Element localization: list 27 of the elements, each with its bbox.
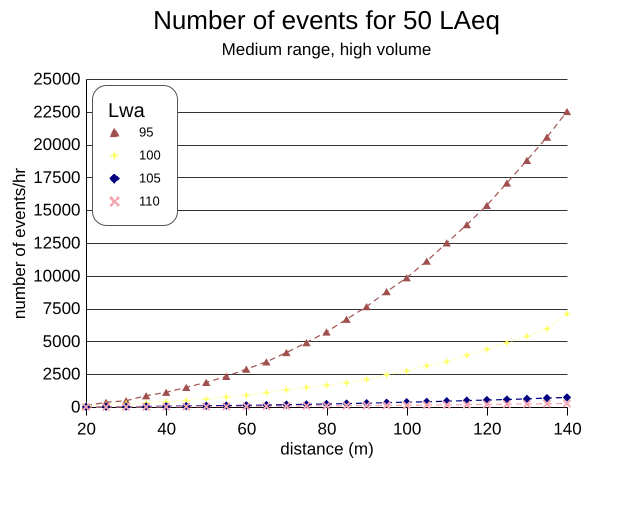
x-tick-label: 100 (392, 420, 422, 438)
x-tick-label: 80 (318, 420, 336, 438)
x-tick-label: 60 (237, 420, 256, 438)
x-tick-label: 40 (157, 420, 176, 438)
y-tick-label: 20000 (33, 135, 80, 154)
y-tick-label: 0 (71, 398, 80, 416)
legend-label: 95 (139, 124, 154, 140)
y-tick-label: 10000 (33, 266, 80, 286)
x-axis-title: distance (m) (280, 440, 374, 458)
y-tick-label: 5000 (42, 332, 80, 351)
x-tick-label: 140 (553, 420, 582, 438)
y-tick-label: 2500 (42, 364, 80, 384)
y-tick-label: 22500 (33, 102, 80, 122)
legend-title: Lwa (108, 100, 146, 122)
x-tick-label: 20 (77, 420, 96, 438)
y-axis-title: number of events/hr (10, 168, 30, 320)
y-tick-label: 17500 (33, 168, 80, 187)
x-tick-label: 120 (473, 420, 502, 438)
y-tick-label: 12500 (33, 234, 80, 252)
chart-title: Number of events for 50 LAeq (153, 5, 500, 35)
legend-label: 110 (139, 194, 160, 208)
y-tick-label: 25000 (33, 70, 80, 88)
y-tick-label: 7500 (42, 299, 80, 318)
legend-label: 100 (139, 148, 161, 162)
chart-subtitle: Medium range, high volume (222, 40, 432, 59)
legend-label: 105 (139, 170, 161, 186)
y-tick-label: 15000 (33, 200, 80, 220)
